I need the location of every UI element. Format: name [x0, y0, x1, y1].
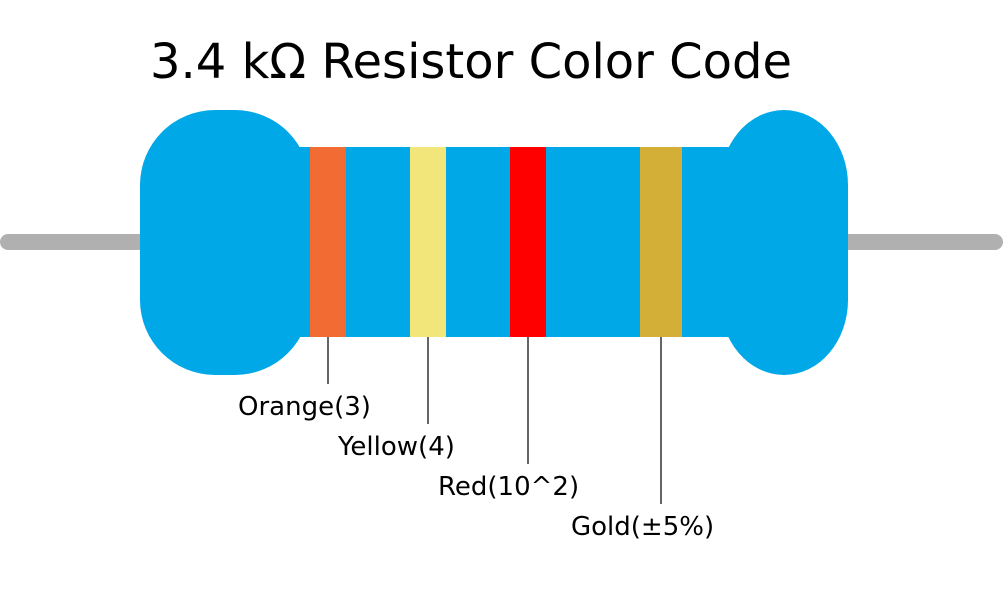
band-orange: [310, 147, 346, 337]
band-yellow: [410, 147, 446, 337]
label-orange: Orange(3): [238, 392, 371, 422]
label-red: Red(10^2): [438, 472, 579, 502]
label-gold: Gold(±5%): [571, 512, 714, 542]
label-yellow: Yellow(4): [337, 432, 455, 462]
band-red: [510, 147, 546, 337]
band-gold: [640, 147, 682, 337]
resistor-body: [140, 110, 848, 375]
diagram-title: 3.4 kΩ Resistor Color Code: [150, 34, 793, 90]
